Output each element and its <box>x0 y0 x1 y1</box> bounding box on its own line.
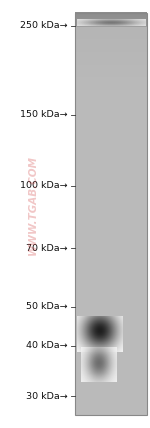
Text: WWW.TGAB.COM: WWW.TGAB.COM <box>28 155 38 256</box>
Bar <box>75 13 147 415</box>
Text: 100 kDa→: 100 kDa→ <box>20 181 68 190</box>
Text: 70 kDa→: 70 kDa→ <box>26 244 68 253</box>
Text: 50 kDa→: 50 kDa→ <box>26 303 68 312</box>
Text: 150 kDa→: 150 kDa→ <box>20 110 68 119</box>
Text: 40 kDa→: 40 kDa→ <box>26 342 68 351</box>
Text: 250 kDa→: 250 kDa→ <box>20 21 68 30</box>
Text: 30 kDa→: 30 kDa→ <box>26 392 68 401</box>
